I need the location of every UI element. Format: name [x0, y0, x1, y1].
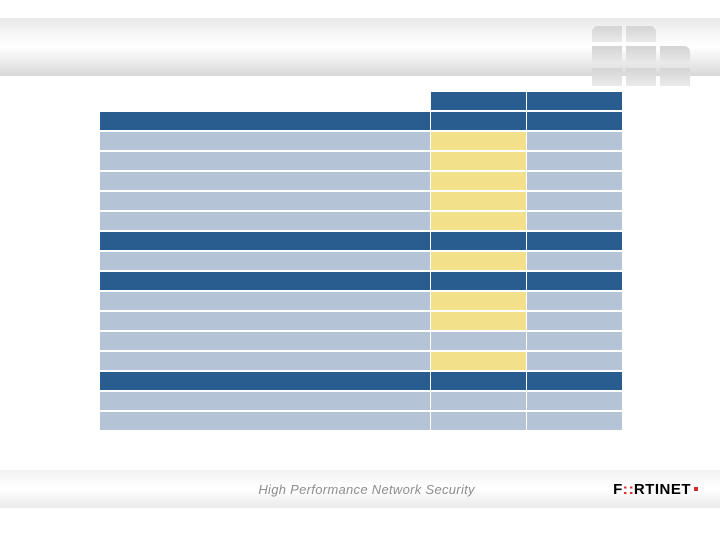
table-row	[100, 192, 622, 210]
table-cell	[100, 232, 430, 250]
table-cell	[430, 212, 526, 230]
table-cell	[526, 292, 622, 310]
table-cell	[430, 372, 526, 390]
table-cell	[430, 152, 526, 170]
table-cell	[100, 212, 430, 230]
table-body	[100, 90, 622, 432]
table-row	[100, 372, 622, 390]
table-cell	[100, 252, 430, 270]
table-cell	[100, 132, 430, 150]
table-cell	[430, 232, 526, 250]
table-cell	[100, 412, 430, 430]
decoration-block	[626, 46, 656, 64]
decoration-block	[592, 46, 622, 64]
table-row	[100, 412, 622, 430]
table-cell	[430, 332, 526, 350]
table-cell	[526, 412, 622, 430]
logo-red-glyph: ::	[622, 481, 634, 498]
table-cell	[430, 392, 526, 410]
table-cell	[526, 252, 622, 270]
table-row	[100, 172, 622, 190]
table-cell	[526, 272, 622, 290]
table-cell	[526, 212, 622, 230]
decoration-block	[660, 68, 690, 86]
table-cell	[100, 192, 430, 210]
decoration-block	[626, 68, 656, 86]
table-cell	[526, 352, 622, 370]
table-cell	[526, 232, 622, 250]
table-cell	[430, 412, 526, 430]
table-row	[100, 312, 622, 330]
table-row	[100, 252, 622, 270]
table-row	[100, 392, 622, 410]
table-cell	[526, 152, 622, 170]
table-cell	[526, 192, 622, 210]
table-cell	[100, 332, 430, 350]
table-cell	[526, 112, 622, 130]
table-cell	[100, 172, 430, 190]
table-cell	[430, 252, 526, 270]
table-row	[100, 332, 622, 350]
table-cell	[430, 272, 526, 290]
table-cell	[430, 292, 526, 310]
footer-tagline: High Performance Network Security	[0, 482, 613, 497]
table-cell	[430, 132, 526, 150]
table-cell	[526, 92, 622, 110]
table-row	[100, 112, 622, 130]
table-cell	[430, 112, 526, 130]
table-cell	[526, 172, 622, 190]
table-row	[100, 232, 622, 250]
table-row	[100, 212, 622, 230]
table-cell	[100, 352, 430, 370]
table-cell	[430, 352, 526, 370]
table-cell	[526, 372, 622, 390]
table-cell	[100, 272, 430, 290]
table-row	[100, 352, 622, 370]
logo-prefix: F	[613, 481, 623, 498]
table-cell	[100, 112, 430, 130]
logo-suffix: RTINET	[634, 481, 691, 498]
table-cell	[100, 372, 430, 390]
fortinet-logo: F::RTINET	[613, 481, 698, 498]
decoration-block	[660, 46, 690, 64]
table-cell	[100, 152, 430, 170]
table-row	[100, 272, 622, 290]
table-cell	[100, 392, 430, 410]
table-cell	[430, 92, 526, 110]
table-cell	[526, 332, 622, 350]
corner-decoration	[592, 26, 692, 90]
table-cell	[526, 132, 622, 150]
table-cell	[430, 192, 526, 210]
table-cell	[430, 312, 526, 330]
table-cell	[430, 172, 526, 190]
comparison-table	[100, 90, 622, 432]
table-cell	[526, 312, 622, 330]
table-cell	[526, 392, 622, 410]
decoration-block	[592, 68, 622, 86]
table-row	[100, 292, 622, 310]
decoration-block	[592, 26, 622, 42]
table-cell	[100, 92, 430, 110]
table-cell	[100, 292, 430, 310]
table-row	[100, 152, 622, 170]
table-row	[100, 92, 622, 110]
footer-banner: High Performance Network Security F::RTI…	[0, 470, 720, 508]
table-row	[100, 132, 622, 150]
decoration-block	[626, 26, 656, 42]
logo-dot	[694, 487, 698, 491]
table-cell	[100, 312, 430, 330]
